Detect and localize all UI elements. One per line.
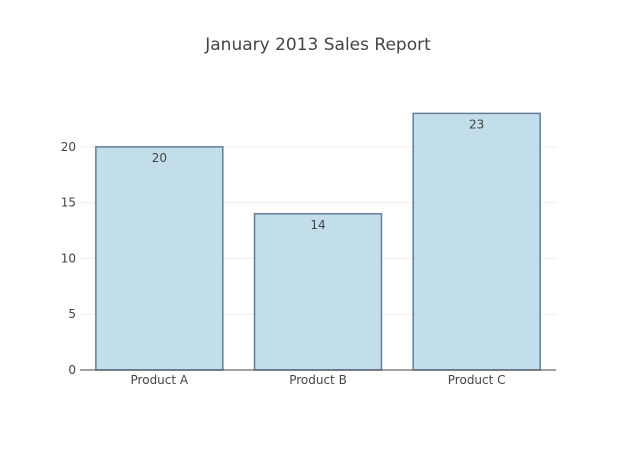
bar-data-label: 23 — [469, 117, 484, 131]
x-tick-label: Product A — [131, 373, 189, 387]
bar — [95, 146, 224, 371]
x-tick-label: Product B — [289, 373, 347, 387]
y-tick-label: 15 — [61, 196, 76, 210]
x-axis-ticks: Product A Product B Product C — [131, 373, 506, 387]
y-axis-ticks: 0 5 10 15 20 — [61, 140, 76, 377]
x-tick-label: Product C — [448, 373, 506, 387]
bar — [253, 213, 383, 371]
bar-data-label: 14 — [310, 218, 325, 232]
bar-data-label: 20 — [152, 151, 167, 165]
y-tick-label: 5 — [68, 307, 76, 321]
bars: 20 14 23 — [95, 112, 541, 371]
y-tick-label: 20 — [61, 140, 76, 154]
y-tick-label: 0 — [68, 363, 76, 377]
bar — [412, 112, 541, 371]
y-tick-label: 10 — [61, 251, 76, 265]
chart-title: January 2013 Sales Report — [204, 35, 431, 55]
